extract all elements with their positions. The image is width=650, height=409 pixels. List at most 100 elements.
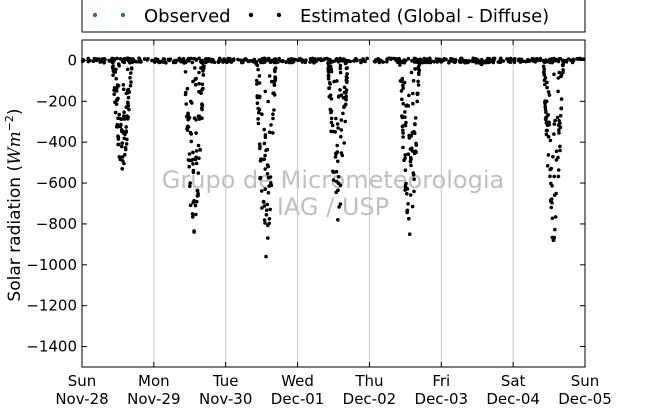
data-point (342, 90, 347, 95)
data-point (327, 95, 332, 99)
data-point (342, 85, 347, 90)
data-point (267, 74, 272, 78)
data-point (339, 151, 344, 155)
x-tick-labels: SunNov-28MonNov-29TueNov-30WedDec-01ThuD… (55, 372, 611, 408)
data-point (545, 80, 549, 85)
data-point (547, 59, 551, 63)
data-point (126, 104, 131, 108)
data-point (545, 85, 549, 90)
data-point (401, 83, 405, 88)
data-point (121, 130, 125, 134)
data-point (400, 124, 405, 129)
data-point (296, 58, 300, 63)
data-point (200, 116, 204, 120)
data-point (122, 110, 126, 114)
data-point (449, 57, 453, 61)
data-point (400, 79, 405, 84)
data-point (453, 57, 458, 62)
data-point (549, 205, 554, 210)
data-point (459, 60, 464, 64)
data-point (398, 63, 402, 67)
data-point (124, 125, 128, 129)
data-point (186, 58, 190, 62)
data-point (498, 59, 502, 63)
data-point (552, 122, 557, 126)
data-point (200, 82, 205, 87)
data-point (556, 174, 561, 179)
x-tick-day: Tue (212, 372, 239, 390)
data-point (128, 83, 133, 88)
data-point (416, 91, 420, 96)
data-point (265, 163, 270, 167)
data-point (256, 117, 260, 121)
data-point (560, 63, 565, 68)
data-point (272, 108, 276, 112)
data-point (552, 72, 556, 77)
data-point (200, 61, 205, 66)
data-point (269, 181, 273, 185)
data-point (269, 123, 273, 127)
data-point (125, 67, 130, 72)
data-point (113, 110, 118, 115)
data-point (326, 77, 331, 81)
data-point (269, 79, 274, 84)
data-point (187, 158, 192, 163)
data-point (114, 67, 118, 72)
data-point (338, 66, 343, 71)
data-point (555, 115, 560, 120)
data-point (556, 168, 561, 172)
x-tick-date: Nov-28 (55, 390, 108, 408)
data-point (190, 215, 195, 219)
data-point (342, 141, 347, 145)
data-point (189, 132, 193, 136)
data-point (194, 161, 199, 166)
x-tick-date: Nov-30 (199, 390, 252, 408)
data-point (271, 112, 275, 116)
data-point (344, 94, 349, 99)
data-point (332, 79, 337, 84)
data-point (329, 120, 334, 125)
y-axis-title-close: ) (5, 108, 25, 115)
data-point (414, 57, 418, 61)
data-point (206, 59, 210, 64)
data-point (197, 81, 201, 86)
data-point (98, 58, 103, 63)
data-point (432, 60, 437, 64)
data-point (410, 204, 415, 209)
data-point (153, 59, 157, 64)
data-point (260, 57, 265, 61)
data-point (549, 166, 554, 171)
legend-estimated-marker (276, 12, 282, 18)
data-point (403, 168, 408, 172)
data-point (257, 81, 262, 85)
x-tick-day: Sun (68, 372, 97, 390)
plot-frame (81, 39, 586, 368)
data-point (327, 86, 331, 90)
data-point (554, 149, 559, 154)
data-point (271, 116, 275, 121)
data-point (413, 60, 417, 64)
y-tick-labels: 0 −200 −400 −600 −800 −1000 −1200 −1400 (26, 51, 77, 355)
data-point (541, 64, 546, 69)
data-point-min (120, 167, 124, 171)
legend-observed-label: Observed (144, 6, 231, 27)
data-point (403, 123, 408, 128)
data-point (125, 137, 129, 142)
data-point (561, 70, 565, 75)
data-point (202, 66, 206, 70)
data-point (134, 59, 138, 64)
data-point (334, 152, 338, 156)
data-point (334, 116, 338, 121)
data-point (558, 148, 562, 153)
data-point (546, 90, 551, 94)
data-point (345, 80, 349, 85)
x-tick-date: Dec-04 (486, 390, 540, 408)
data-point (254, 82, 259, 86)
data-point (413, 116, 418, 120)
data-point (326, 70, 331, 74)
data-point (414, 143, 419, 147)
data-point (328, 82, 333, 86)
data-point (343, 61, 348, 66)
data-point (405, 191, 409, 196)
data-point (187, 115, 192, 120)
